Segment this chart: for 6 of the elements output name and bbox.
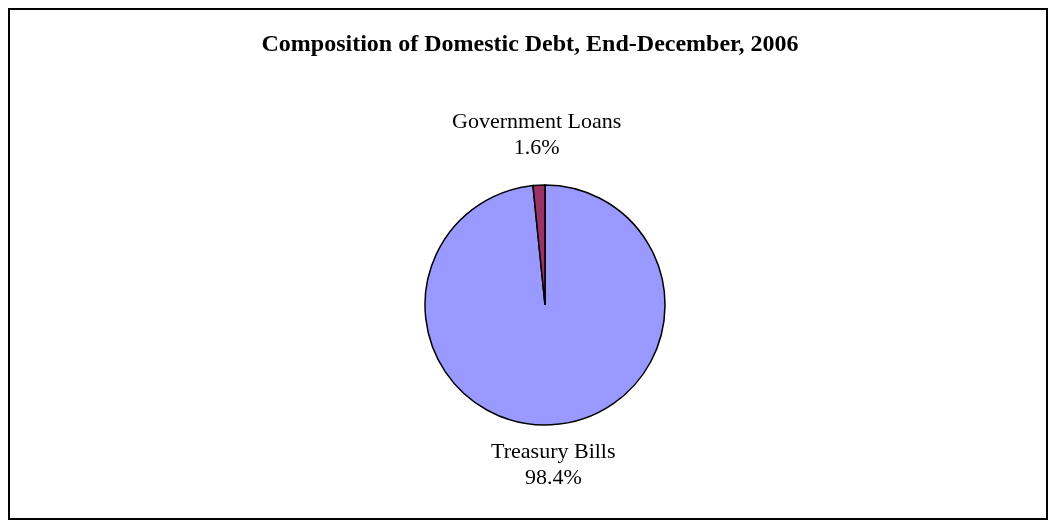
chart-title: Composition of Domestic Debt, End-December, 2006 xyxy=(260,30,800,57)
data-label: 1.6% xyxy=(513,134,560,160)
pie-slice xyxy=(424,184,666,426)
slice-label: Treasury Bills xyxy=(491,437,616,463)
data-label: 98.4% xyxy=(524,463,582,489)
slice-label: Government Loans xyxy=(452,108,622,134)
